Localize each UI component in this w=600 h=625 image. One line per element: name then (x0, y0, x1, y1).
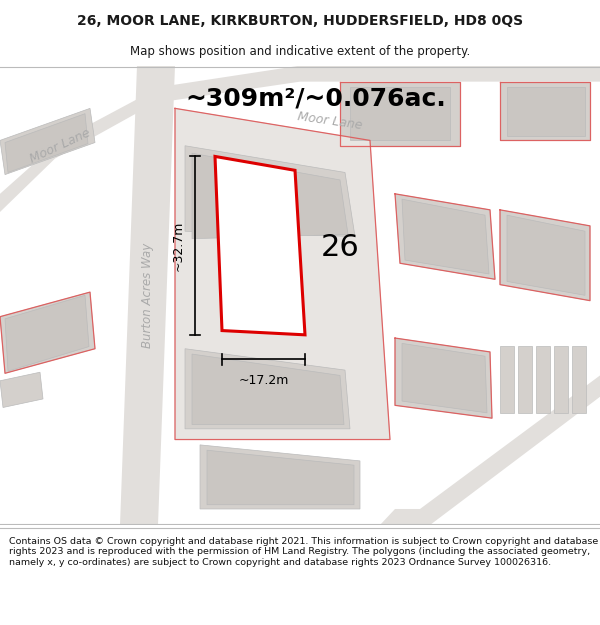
Polygon shape (192, 153, 348, 239)
Polygon shape (5, 295, 89, 371)
Polygon shape (536, 346, 550, 413)
Polygon shape (185, 349, 350, 429)
Text: Moor Lane: Moor Lane (28, 126, 92, 166)
Polygon shape (380, 376, 600, 525)
Text: Map shows position and indicative extent of the property.: Map shows position and indicative extent… (130, 44, 470, 58)
Polygon shape (572, 346, 586, 413)
Polygon shape (0, 292, 95, 373)
Polygon shape (395, 338, 492, 418)
Polygon shape (200, 445, 360, 509)
Polygon shape (402, 199, 489, 274)
Polygon shape (340, 82, 460, 146)
Text: 26, MOOR LANE, KIRKBURTON, HUDDERSFIELD, HD8 0QS: 26, MOOR LANE, KIRKBURTON, HUDDERSFIELD,… (77, 14, 523, 28)
Polygon shape (507, 87, 585, 136)
Polygon shape (207, 450, 354, 505)
Text: 26: 26 (320, 232, 359, 262)
Text: Moor Lane: Moor Lane (297, 110, 363, 132)
Polygon shape (507, 215, 585, 295)
Polygon shape (0, 108, 95, 174)
Text: ~17.2m: ~17.2m (238, 374, 289, 388)
Polygon shape (554, 346, 568, 413)
Text: Contains OS data © Crown copyright and database right 2021. This information is : Contains OS data © Crown copyright and d… (9, 537, 598, 567)
Text: ~309m²/~0.076ac.: ~309m²/~0.076ac. (185, 87, 446, 111)
Polygon shape (0, 372, 43, 408)
Polygon shape (120, 66, 175, 525)
Polygon shape (192, 354, 344, 424)
Polygon shape (402, 343, 487, 413)
Polygon shape (215, 156, 305, 335)
Polygon shape (185, 146, 355, 236)
Polygon shape (175, 108, 390, 439)
Polygon shape (350, 87, 450, 141)
Text: Burton Acres Way: Burton Acres Way (142, 242, 155, 348)
Text: ~32.7m: ~32.7m (172, 221, 185, 271)
Polygon shape (500, 346, 514, 413)
Polygon shape (5, 114, 88, 172)
Polygon shape (500, 210, 590, 301)
Polygon shape (500, 82, 590, 141)
Polygon shape (395, 194, 495, 279)
Polygon shape (518, 346, 532, 413)
Polygon shape (0, 66, 600, 212)
